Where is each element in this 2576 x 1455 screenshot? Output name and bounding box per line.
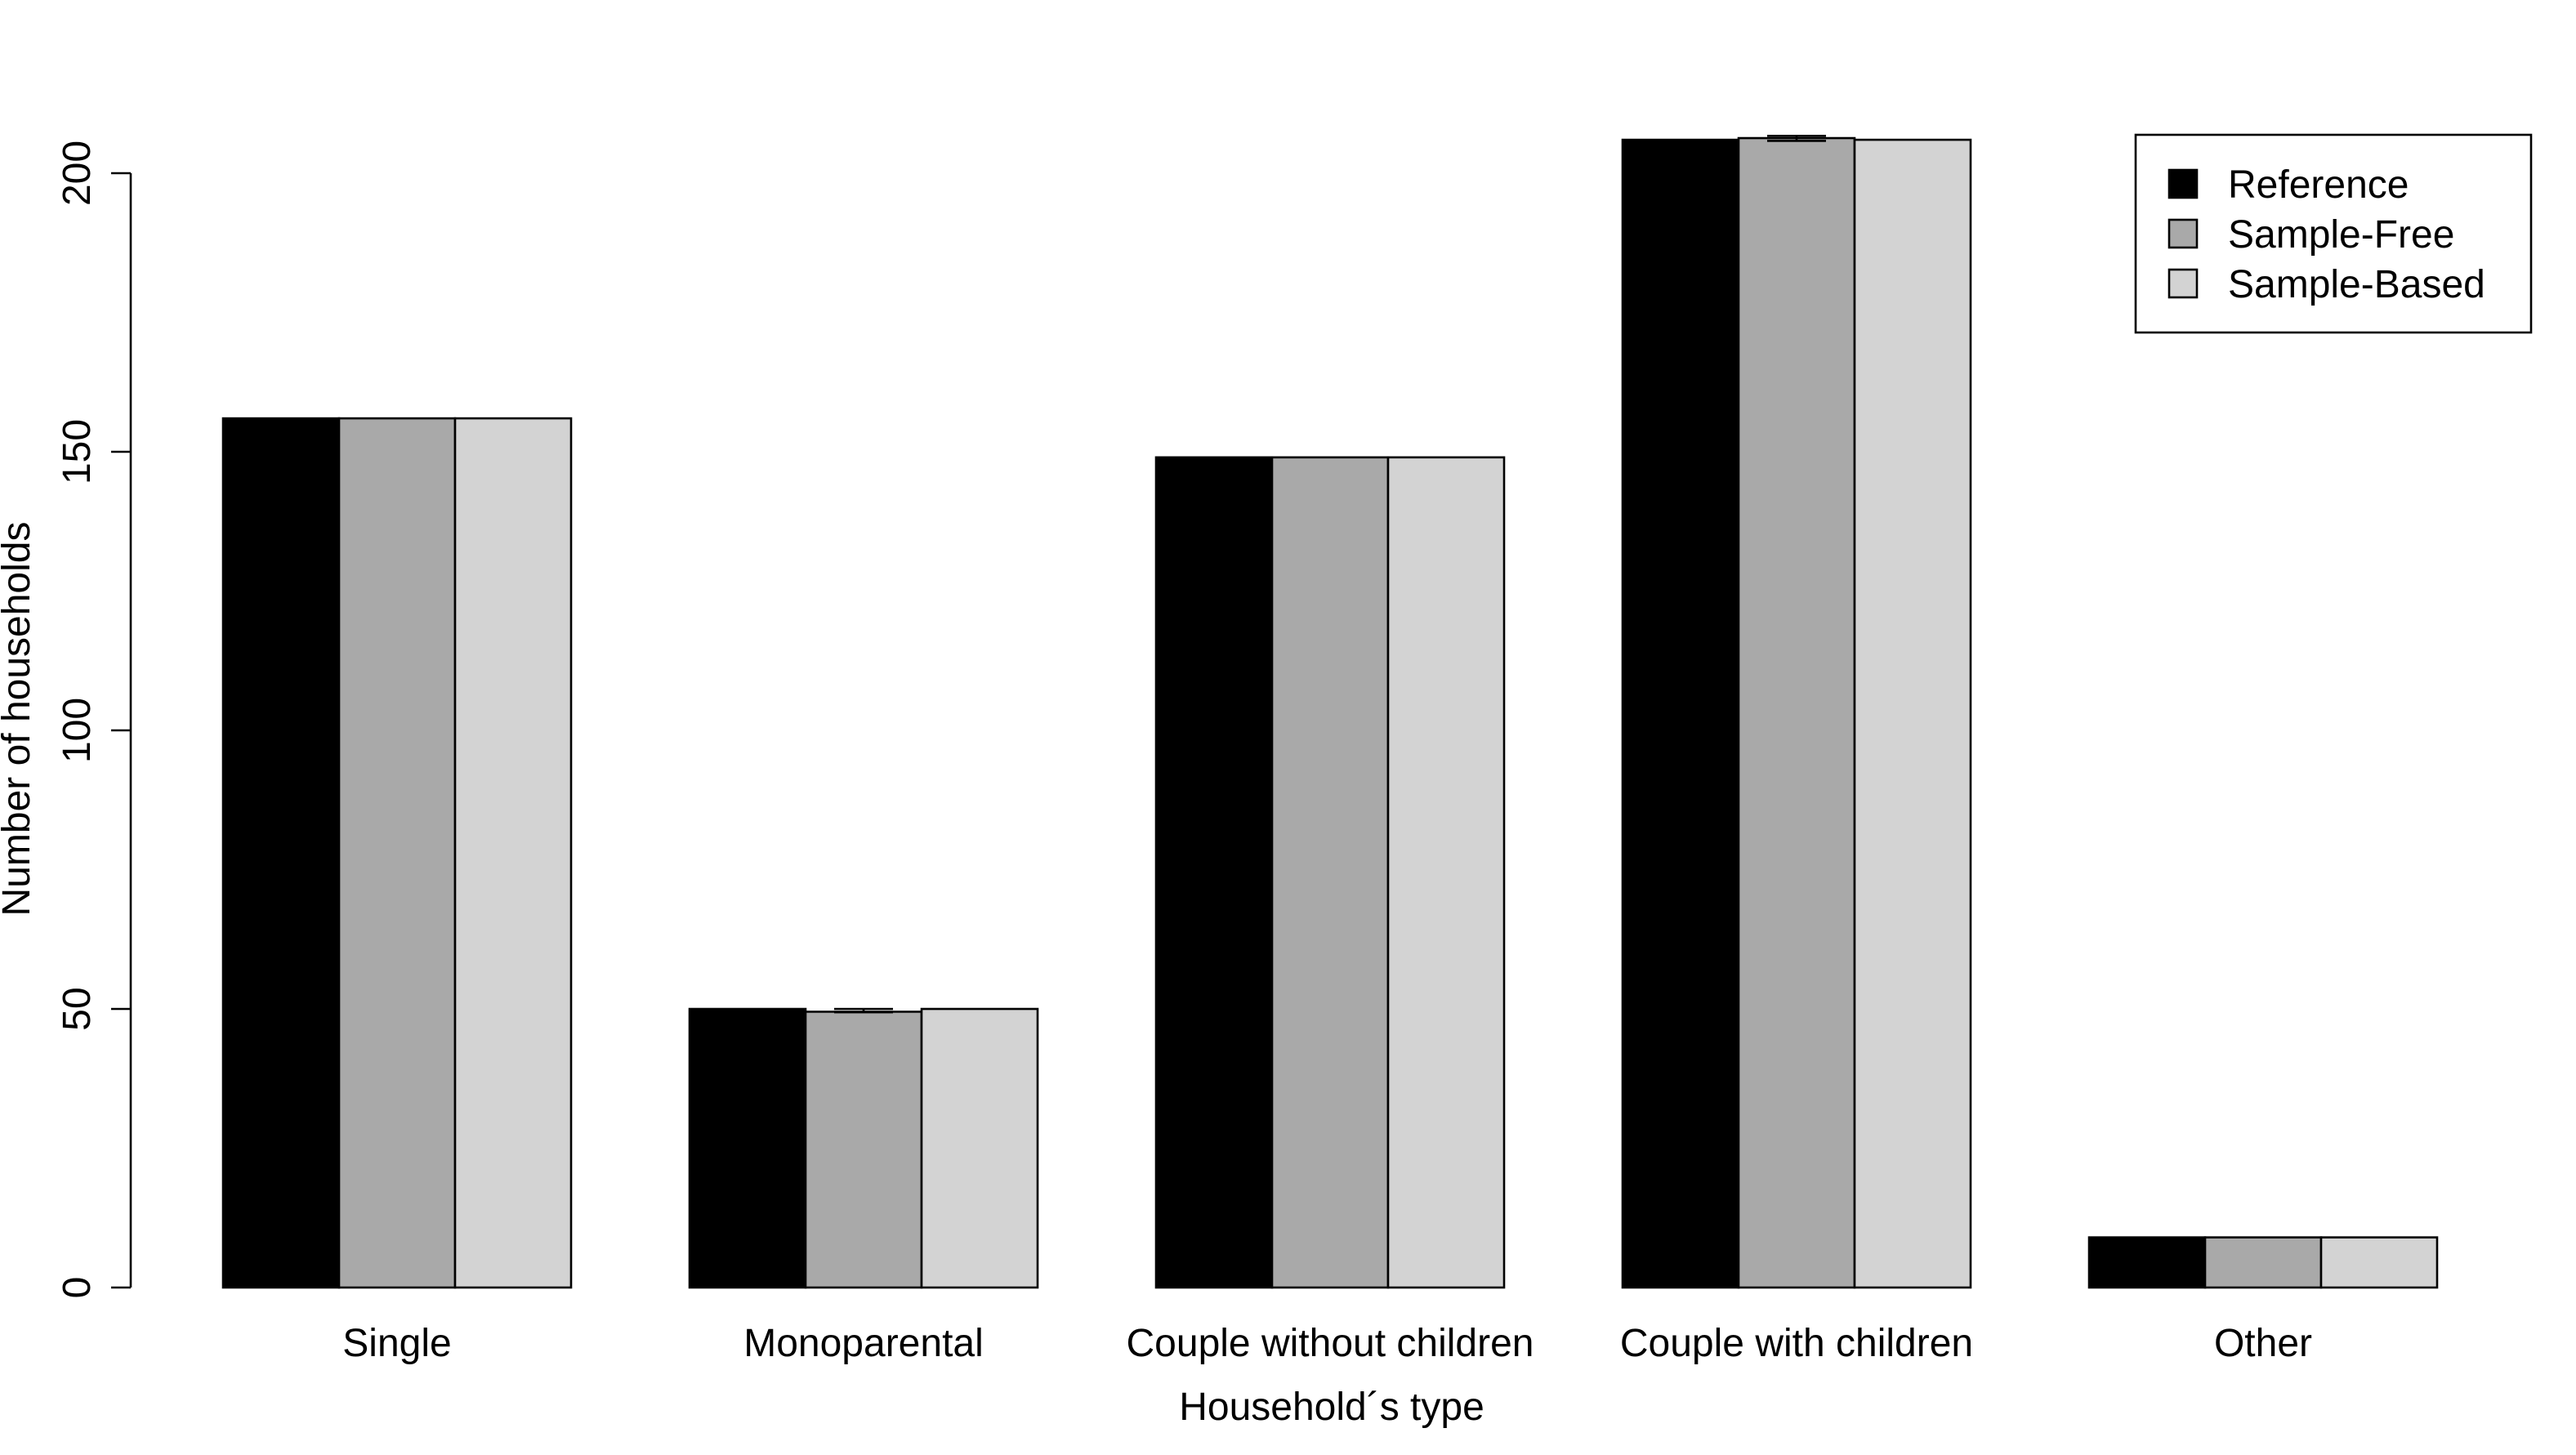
bar-monoparental-sample-based bbox=[920, 1007, 1039, 1289]
legend-item-sample-free: Sample-Free bbox=[2168, 213, 2454, 257]
legend-label-sample-based: Sample-Based bbox=[2228, 263, 2485, 306]
y-axis: 0 50 100 150 200 bbox=[56, 141, 132, 1299]
legend: Reference Sample-Free Sample-Based bbox=[2134, 133, 2533, 334]
bar-monoparental-reference bbox=[688, 1007, 807, 1289]
bar-other-sample-free bbox=[2203, 1236, 2323, 1289]
x-tick-label-couple-with-children: Couple with children bbox=[1620, 1322, 1973, 1365]
bar-single-sample-free bbox=[337, 417, 457, 1289]
error-bar-couple-with-children-sample-free bbox=[1767, 135, 1826, 142]
bar-other-sample-based bbox=[2319, 1236, 2439, 1289]
y-tick-label-100: 100 bbox=[56, 698, 99, 763]
legend-swatch-sample-based bbox=[2168, 268, 2199, 299]
x-axis-category-labels: Single Monoparental Couple without childre… bbox=[342, 1322, 2312, 1365]
x-tick-label-couple-without-children: Couple without children bbox=[1127, 1322, 1534, 1365]
legend-box bbox=[2134, 133, 2533, 334]
error-bars-layer bbox=[834, 135, 1826, 1014]
legend-swatch-reference bbox=[2168, 168, 2199, 199]
legend-label-reference: Reference bbox=[2228, 163, 2409, 207]
bar-monoparental-sample-free bbox=[804, 1011, 923, 1289]
error-bar-monoparental-sample-free bbox=[834, 1007, 893, 1014]
bar-couple-without-children-reference bbox=[1154, 456, 1274, 1289]
legend-item-sample-based: Sample-Based bbox=[2168, 263, 2485, 306]
bar-couple-with-children-reference bbox=[1621, 138, 1740, 1289]
y-tick-label-150: 150 bbox=[56, 419, 99, 484]
bar-couple-with-children-sample-based bbox=[1853, 138, 1972, 1289]
x-tick-label-single: Single bbox=[342, 1322, 451, 1365]
bar-couple-without-children-sample-free bbox=[1270, 456, 1390, 1289]
x-axis-label: Household´s type bbox=[1179, 1386, 1484, 1429]
x-tick-label-monoparental: Monoparental bbox=[743, 1322, 984, 1365]
bar-couple-without-children-sample-based bbox=[1386, 456, 1506, 1289]
bar-single-sample-based bbox=[453, 417, 573, 1289]
bar-other-reference bbox=[2087, 1236, 2207, 1289]
bar-couple-with-children-sample-free bbox=[1737, 136, 1856, 1289]
y-tick-label-200: 200 bbox=[56, 141, 99, 206]
bar-single-reference bbox=[221, 417, 341, 1289]
x-tick-label-other: Other bbox=[2214, 1322, 2312, 1365]
y-tick-label-50: 50 bbox=[56, 987, 99, 1030]
legend-item-reference: Reference bbox=[2168, 163, 2409, 207]
y-tick-label-0: 0 bbox=[56, 1277, 99, 1299]
bars-layer bbox=[221, 136, 2439, 1289]
legend-items: Reference Sample-Free Sample-Based bbox=[2168, 163, 2485, 306]
legend-label-sample-free: Sample-Free bbox=[2228, 213, 2454, 257]
y-axis-label: Number of households bbox=[0, 522, 38, 917]
legend-swatch-sample-free bbox=[2168, 218, 2199, 249]
